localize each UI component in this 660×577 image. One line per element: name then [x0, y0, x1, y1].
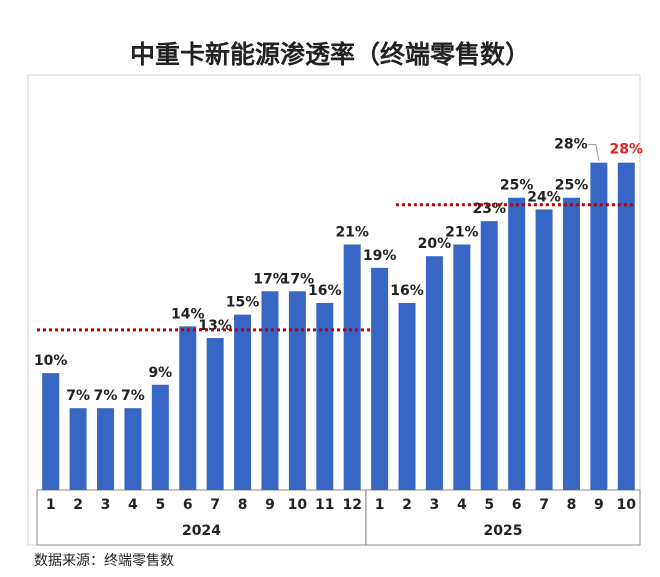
value-label: 7%	[66, 388, 90, 404]
value-label: 28%	[554, 137, 588, 153]
bar	[590, 162, 608, 490]
bar	[151, 384, 169, 490]
value-label: 16%	[308, 283, 342, 299]
bar	[453, 244, 471, 490]
bar	[535, 209, 553, 490]
value-label: 17%	[281, 271, 315, 287]
bar	[234, 314, 252, 490]
x-tick-label: 3	[101, 497, 111, 513]
source-note: 数据来源：终端零售数	[34, 553, 174, 569]
bar	[425, 256, 443, 490]
bar	[343, 244, 361, 490]
x-tick-label: 5	[484, 497, 494, 513]
x-tick-label: 5	[155, 497, 165, 513]
bar	[288, 291, 306, 490]
x-tick-label: 2	[73, 497, 83, 513]
value-label: 7%	[121, 388, 145, 404]
x-tick-label: 10	[617, 497, 637, 513]
value-label: 13%	[198, 318, 232, 334]
value-label: 16%	[390, 283, 424, 299]
value-label: 15%	[226, 295, 260, 311]
bar	[69, 408, 87, 490]
x-tick-label: 11	[315, 497, 334, 513]
value-label: 17%	[253, 271, 287, 287]
bar	[42, 373, 60, 490]
bar	[480, 221, 498, 490]
bar	[617, 162, 635, 490]
leader-line	[587, 144, 600, 161]
x-tick-label: 9	[594, 497, 604, 513]
x-tick-label: 1	[46, 497, 56, 513]
value-label: 23%	[472, 201, 506, 217]
value-label: 25%	[555, 178, 589, 194]
group-label: 2025	[483, 523, 522, 539]
x-tick-label: 7	[539, 497, 549, 513]
value-label: 19%	[363, 248, 397, 264]
x-tick-label: 6	[183, 497, 193, 513]
value-label: 7%	[94, 388, 118, 404]
bar	[562, 197, 580, 491]
value-label: 25%	[500, 178, 534, 194]
group-label: 2024	[182, 523, 221, 539]
bar	[97, 408, 115, 490]
bar	[179, 326, 197, 490]
value-label: 10%	[34, 353, 68, 369]
x-tick-label: 7	[210, 497, 220, 513]
x-tick-label: 8	[567, 497, 577, 513]
value-label: 21%	[335, 225, 369, 241]
value-label: 14%	[171, 306, 205, 322]
bar	[371, 267, 389, 490]
x-tick-label: 2	[402, 497, 412, 513]
bar	[261, 291, 279, 490]
value-label: 9%	[148, 365, 172, 381]
x-tick-label: 6	[512, 497, 522, 513]
x-tick-label: 4	[457, 497, 467, 513]
chart-title: 中重卡新能源渗透率（终端零售数）	[130, 40, 530, 69]
x-tick-label: 4	[128, 497, 138, 513]
bar	[316, 302, 334, 490]
x-tick-label: 10	[288, 497, 308, 513]
value-label: 28%	[610, 142, 644, 158]
value-label: 24%	[527, 189, 561, 205]
bar	[398, 302, 416, 490]
value-label: 21%	[445, 225, 479, 241]
bar	[508, 197, 526, 491]
value-label: 20%	[418, 236, 452, 252]
x-tick-label: 12	[342, 497, 361, 513]
x-tick-label: 3	[430, 497, 440, 513]
bar	[124, 408, 142, 490]
x-tick-label: 1	[375, 497, 385, 513]
x-tick-label: 9	[265, 497, 275, 513]
x-tick-label: 8	[238, 497, 248, 513]
bar	[206, 338, 224, 490]
